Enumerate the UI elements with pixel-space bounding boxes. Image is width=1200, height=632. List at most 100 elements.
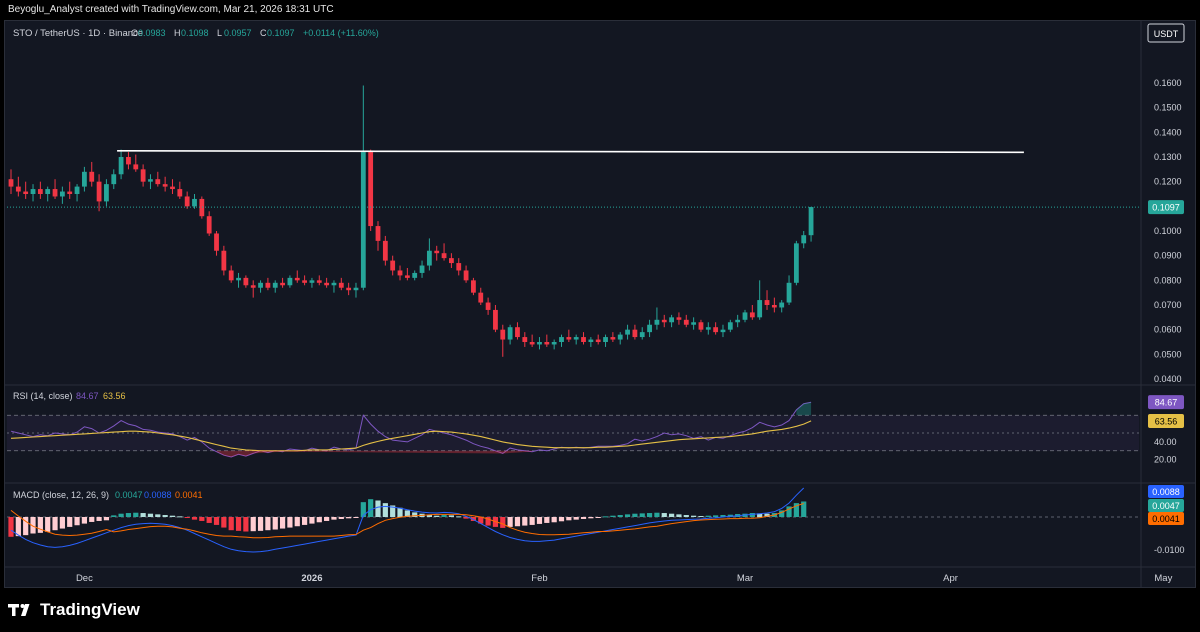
macd-histogram-bar [228,517,234,531]
macd-histogram-bar [199,517,205,521]
macd-value-badge [1148,499,1184,512]
candle-body [441,253,447,259]
currency-button-label: USDT [1154,29,1179,39]
candle-body [698,322,704,330]
macd-histogram-bar [500,517,506,528]
candle-body [529,342,535,345]
macd-histogram-bar [676,514,682,517]
candle-body [713,327,719,333]
macd-histogram-bar [59,517,65,529]
candle-body [603,337,608,342]
ohlc-label: L [217,28,222,38]
tradingview-logo[interactable]: TradingView [8,600,140,620]
time-tick-label: May [1154,573,1172,584]
tradingview-logo-text: TradingView [40,600,140,619]
rsi-line [10,401,812,458]
macd-histogram-bar [720,515,726,517]
macd-histogram-bar [272,517,278,530]
currency-button[interactable] [1147,23,1185,43]
chart-grid [5,21,1195,587]
candle-body [8,179,14,187]
macd-histogram-bar [749,513,755,517]
candle-body [118,157,124,175]
price-tick-label: 0.1500 [1154,103,1182,113]
macd-histogram-bar [111,515,117,517]
candle-body [338,282,344,288]
candle-body [382,240,388,261]
price-tick-label: 0.1200 [1154,177,1182,187]
macd-histogram-bar [265,517,271,531]
candle-body [669,317,674,323]
candle-body [625,329,630,335]
candle-body [404,275,410,278]
macd-histogram-bar [279,517,286,529]
candle-body [59,191,65,197]
macd-histogram-bar [661,513,667,517]
rsi-pane [7,401,1139,458]
attribution-text: Beyoglu_Analyst created with TradingView… [8,4,334,15]
rsi-title[interactable]: RSI (14, close) [13,391,73,401]
candle-body [192,198,197,207]
candle-body [331,282,337,286]
price-tick-label: 0.1300 [1154,152,1182,162]
candle-body [140,169,146,182]
candle-body [214,233,219,251]
macd-title[interactable]: MACD (close, 12, 26, 9) [13,490,109,500]
candle-body [184,196,190,207]
candle-body [236,277,241,281]
macd-histogram-bar [125,513,132,517]
macd-histogram-bar [514,517,521,527]
candle-body [727,322,733,330]
candle-body [573,337,579,340]
candle-body [170,186,175,190]
chart-svg[interactable]: 0.1600 0.1500 0.1400 0.1300 0.1200 0.1000 0.09… [5,21,1195,587]
macd-histogram-bar [463,517,469,519]
price-tick-label: 0.0400 [1154,374,1182,384]
candle-body [485,302,491,310]
rsi-ma-value-label: 63.56 [103,391,126,401]
macd-hist-value-label: 0.0047 [115,490,143,500]
chart-container[interactable]: 0.1600 0.1500 0.1400 0.1300 0.1200 0.1000 0.09… [4,20,1196,588]
macd-value-badge [1148,512,1184,525]
macd-histogram-bar [133,512,139,517]
ohlc-value: 0.0957 [224,28,252,38]
price-tick-label: 0.1600 [1154,78,1182,88]
candle-body [463,270,469,281]
macd-histogram-bar [669,513,675,517]
macd-histogram-bar [45,517,51,532]
macd-histogram-bar [353,517,359,518]
candle-body [96,181,102,202]
candle-body [82,171,87,187]
candle-body [23,191,29,194]
candle-body [500,329,506,340]
macd-histogram-bar [654,512,660,517]
macd-histogram-bar [287,517,293,528]
symbol-title[interactable]: STO / TetherUS · 1D · Binance [13,28,143,39]
candle-body [507,327,513,340]
candle-body [426,250,432,266]
macd-histogram-bar [705,515,711,517]
macd-histogram-bar [235,517,242,531]
price-tick-label: 0.0800 [1154,275,1182,285]
rsi-tick-label: 20.00 [1154,455,1177,465]
macd-histogram-bar [448,515,454,517]
macd-value-label: 0.0088 [144,490,172,500]
ohlc-label: O [131,28,138,38]
macd-histogram-bar [191,517,198,520]
macd-histogram-bar [331,517,337,520]
macd-histogram-bar [441,515,447,517]
signal-value-label: 0.0041 [175,490,203,500]
candle-body [250,285,256,288]
last-price-badge [1148,200,1184,215]
macd-histogram-bar [169,515,176,517]
macd-histogram-bar [683,515,689,517]
footer [0,588,1200,632]
candle-body [126,157,131,165]
macd-histogram-bar [691,515,697,517]
candle-body [302,280,307,283]
macd-histogram-bar [485,517,491,526]
macd-histogram-bar [89,517,95,522]
macd-histogram-bar [786,506,792,517]
macd-histogram-bar [338,517,344,519]
macd-histogram-bar [375,500,381,517]
